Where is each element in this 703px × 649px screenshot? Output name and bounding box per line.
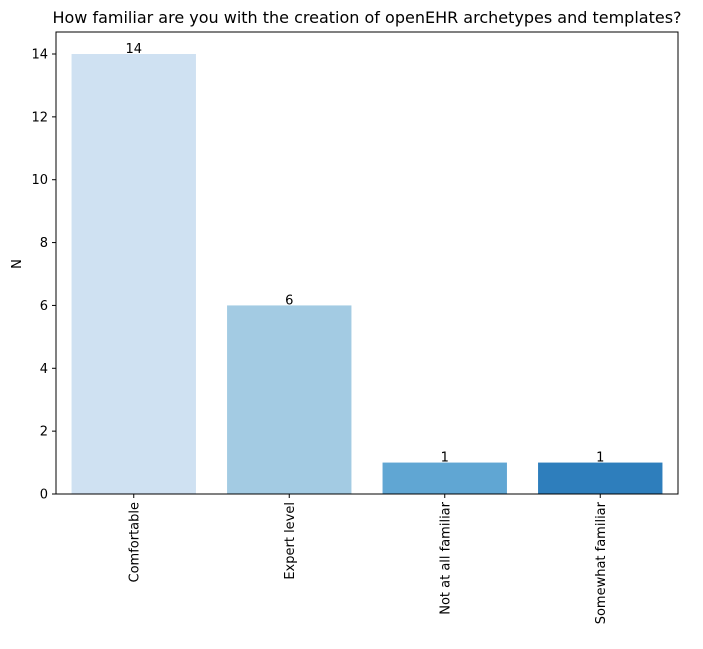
bar-3 <box>382 462 507 494</box>
y-tick-label-10: 10 <box>31 173 48 188</box>
bar-2 <box>227 305 352 494</box>
y-tick-label-4: 4 <box>40 362 48 377</box>
data-label-3: 1 <box>441 451 449 466</box>
y-tick-label-0: 0 <box>40 488 48 503</box>
x-tick-label-3: Not at all familiar <box>438 501 453 614</box>
y-tick-label-8: 8 <box>40 236 48 251</box>
data-label-1: 14 <box>125 42 142 57</box>
x-tick-label-2: Expert level <box>283 502 298 580</box>
bar-4 <box>538 462 663 494</box>
y-axis-label: N <box>10 259 25 269</box>
data-label-2: 6 <box>285 293 293 308</box>
y-tick-label-12: 12 <box>31 110 48 125</box>
y-tick-label-2: 2 <box>40 425 48 440</box>
y-tick-label-14: 14 <box>31 48 48 63</box>
y-tick-label-6: 6 <box>40 299 48 314</box>
chart-title: How familiar are you with the creation o… <box>52 8 681 27</box>
x-tick-label-1: Comfortable <box>127 502 142 583</box>
plot-frame <box>55 31 679 495</box>
data-label-4: 1 <box>596 451 604 466</box>
bar-1 <box>71 54 196 494</box>
x-tick-label-4: Somewhat familiar <box>594 501 609 624</box>
